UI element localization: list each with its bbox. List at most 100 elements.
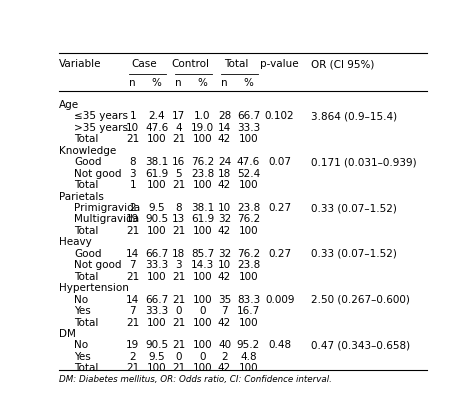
Text: 21: 21 bbox=[172, 363, 185, 373]
Text: 100: 100 bbox=[193, 225, 212, 235]
Text: 100: 100 bbox=[193, 271, 212, 281]
Text: Heavy: Heavy bbox=[59, 237, 92, 247]
Text: p-value: p-value bbox=[260, 59, 299, 69]
Text: 85.7: 85.7 bbox=[191, 248, 214, 258]
Text: 100: 100 bbox=[147, 180, 166, 190]
Text: Total: Total bbox=[74, 271, 98, 281]
Text: %: % bbox=[244, 78, 254, 88]
Text: 2.4: 2.4 bbox=[148, 111, 165, 121]
Text: 1.0: 1.0 bbox=[194, 111, 211, 121]
Text: 19.0: 19.0 bbox=[191, 123, 214, 132]
Text: 32: 32 bbox=[218, 214, 231, 224]
Text: Total: Total bbox=[74, 134, 98, 144]
Text: 100: 100 bbox=[193, 317, 212, 327]
Text: 0: 0 bbox=[199, 351, 206, 361]
Text: 42: 42 bbox=[218, 363, 231, 373]
Text: 2: 2 bbox=[129, 351, 136, 361]
Text: Hypertension: Hypertension bbox=[59, 282, 129, 292]
Text: Case: Case bbox=[132, 59, 157, 69]
Text: 32: 32 bbox=[218, 248, 231, 258]
Text: 14: 14 bbox=[126, 294, 139, 304]
Text: 14: 14 bbox=[218, 123, 231, 132]
Text: 9.5: 9.5 bbox=[148, 351, 165, 361]
Text: 42: 42 bbox=[218, 317, 231, 327]
Text: 4.8: 4.8 bbox=[240, 351, 257, 361]
Text: 21: 21 bbox=[126, 134, 139, 144]
Text: 21: 21 bbox=[172, 340, 185, 350]
Text: Total: Total bbox=[74, 317, 98, 327]
Text: 76.2: 76.2 bbox=[237, 248, 260, 258]
Text: 21: 21 bbox=[172, 134, 185, 144]
Text: Age: Age bbox=[59, 100, 79, 109]
Text: 7: 7 bbox=[129, 305, 136, 315]
Text: 100: 100 bbox=[193, 294, 212, 304]
Text: 19: 19 bbox=[126, 340, 139, 350]
Text: Total: Total bbox=[74, 363, 98, 373]
Text: 47.6: 47.6 bbox=[237, 157, 260, 167]
Text: 90.5: 90.5 bbox=[145, 214, 168, 224]
Text: 2: 2 bbox=[129, 203, 136, 213]
Text: 66.7: 66.7 bbox=[237, 111, 260, 121]
Text: 21: 21 bbox=[126, 363, 139, 373]
Text: 47.6: 47.6 bbox=[145, 123, 168, 132]
Text: 38.1: 38.1 bbox=[145, 157, 168, 167]
Text: 8: 8 bbox=[175, 203, 182, 213]
Text: 16.7: 16.7 bbox=[237, 305, 260, 315]
Text: Parietals: Parietals bbox=[59, 191, 104, 201]
Text: 0.171 (0.031–0.939): 0.171 (0.031–0.939) bbox=[311, 157, 417, 167]
Text: 33.3: 33.3 bbox=[145, 259, 168, 269]
Text: 5: 5 bbox=[175, 168, 182, 178]
Text: 100: 100 bbox=[238, 317, 258, 327]
Text: 23.8: 23.8 bbox=[237, 259, 260, 269]
Text: 61.9: 61.9 bbox=[191, 214, 214, 224]
Text: 0.009: 0.009 bbox=[265, 294, 294, 304]
Text: 38.1: 38.1 bbox=[191, 203, 214, 213]
Text: 7: 7 bbox=[129, 259, 136, 269]
Text: 61.9: 61.9 bbox=[145, 168, 168, 178]
Text: 0.33 (0.07–1.52): 0.33 (0.07–1.52) bbox=[311, 248, 397, 258]
Text: n: n bbox=[175, 78, 182, 88]
Text: 18: 18 bbox=[218, 168, 231, 178]
Text: 17: 17 bbox=[172, 111, 185, 121]
Text: 42: 42 bbox=[218, 180, 231, 190]
Text: 100: 100 bbox=[193, 134, 212, 144]
Text: 0.27: 0.27 bbox=[268, 203, 291, 213]
Text: %: % bbox=[152, 78, 162, 88]
Text: 0: 0 bbox=[175, 305, 182, 315]
Text: %: % bbox=[198, 78, 208, 88]
Text: 100: 100 bbox=[238, 134, 258, 144]
Text: Yes: Yes bbox=[74, 351, 91, 361]
Text: 23.8: 23.8 bbox=[191, 168, 214, 178]
Text: Variable: Variable bbox=[59, 59, 102, 69]
Text: OR (CI 95%): OR (CI 95%) bbox=[311, 59, 374, 69]
Text: 28: 28 bbox=[218, 111, 231, 121]
Text: Total: Total bbox=[74, 180, 98, 190]
Text: Good: Good bbox=[74, 157, 101, 167]
Text: 21: 21 bbox=[172, 294, 185, 304]
Text: 9.5: 9.5 bbox=[148, 203, 165, 213]
Text: 10: 10 bbox=[126, 123, 139, 132]
Text: Not good: Not good bbox=[74, 259, 121, 269]
Text: 100: 100 bbox=[193, 340, 212, 350]
Text: 21: 21 bbox=[172, 271, 185, 281]
Text: 100: 100 bbox=[238, 180, 258, 190]
Text: No: No bbox=[74, 294, 88, 304]
Text: 0.27: 0.27 bbox=[268, 248, 291, 258]
Text: 0.33 (0.07–1.52): 0.33 (0.07–1.52) bbox=[311, 203, 397, 213]
Text: 14.3: 14.3 bbox=[191, 259, 214, 269]
Text: 3.864 (0.9–15.4): 3.864 (0.9–15.4) bbox=[311, 111, 397, 121]
Text: 52.4: 52.4 bbox=[237, 168, 260, 178]
Text: Total: Total bbox=[74, 225, 98, 235]
Text: 1: 1 bbox=[129, 180, 136, 190]
Text: 1: 1 bbox=[129, 111, 136, 121]
Text: 42: 42 bbox=[218, 271, 231, 281]
Text: 21: 21 bbox=[126, 271, 139, 281]
Text: 100: 100 bbox=[238, 271, 258, 281]
Text: 100: 100 bbox=[147, 317, 166, 327]
Text: Primigravida: Primigravida bbox=[74, 203, 140, 213]
Text: 100: 100 bbox=[147, 134, 166, 144]
Text: 10: 10 bbox=[218, 203, 231, 213]
Text: 76.2: 76.2 bbox=[237, 214, 260, 224]
Text: 2: 2 bbox=[221, 351, 228, 361]
Text: Control: Control bbox=[172, 59, 210, 69]
